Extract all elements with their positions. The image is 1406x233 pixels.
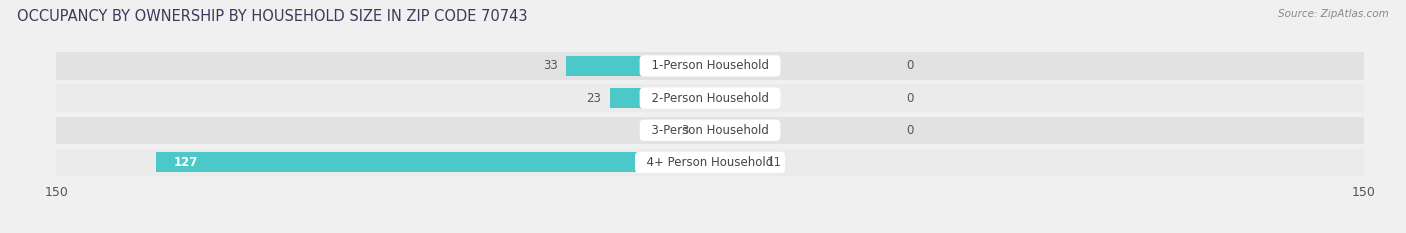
Text: 2-Person Household: 2-Person Household: [644, 92, 776, 105]
Text: 127: 127: [174, 156, 198, 169]
Bar: [56, 149, 1364, 176]
Text: 0: 0: [905, 92, 914, 105]
Text: 33: 33: [543, 59, 558, 72]
Text: 3-Person Household: 3-Person Household: [644, 124, 776, 137]
Text: Source: ZipAtlas.com: Source: ZipAtlas.com: [1278, 9, 1389, 19]
Bar: [610, 88, 710, 108]
Text: 11: 11: [766, 156, 782, 169]
Text: 1-Person Household: 1-Person Household: [644, 59, 776, 72]
Text: 23: 23: [586, 92, 602, 105]
Bar: [567, 56, 710, 76]
Bar: [56, 52, 1364, 80]
Text: 4+ Person Household: 4+ Person Household: [640, 156, 780, 169]
Bar: [56, 84, 1364, 112]
Text: 3: 3: [681, 124, 689, 137]
Text: 0: 0: [905, 124, 914, 137]
Bar: [697, 120, 710, 140]
Bar: [156, 152, 710, 172]
Text: 0: 0: [905, 59, 914, 72]
Bar: [56, 116, 1364, 144]
Bar: [710, 152, 758, 172]
Text: OCCUPANCY BY OWNERSHIP BY HOUSEHOLD SIZE IN ZIP CODE 70743: OCCUPANCY BY OWNERSHIP BY HOUSEHOLD SIZE…: [17, 9, 527, 24]
